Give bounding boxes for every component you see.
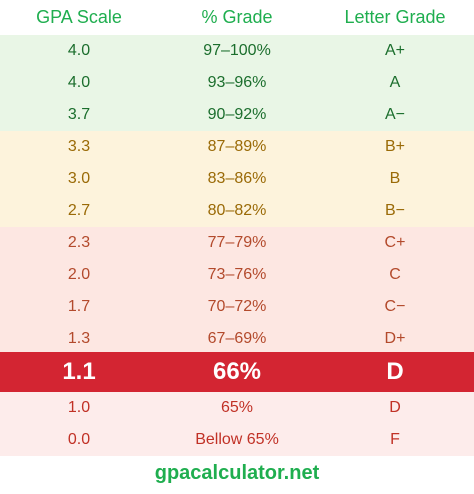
table-row: 1.0 65% D xyxy=(0,392,474,424)
letter-cell: F xyxy=(390,431,400,448)
percent-cell: 97–100% xyxy=(203,42,271,59)
table-row: 4.0 93–96% A xyxy=(0,67,474,99)
table-row: 2.7 80–82% B− xyxy=(0,195,474,227)
percent-cell: 83–86% xyxy=(207,170,267,187)
gpa-cell: 2.7 xyxy=(67,202,91,219)
gpa-cell: 2.0 xyxy=(67,266,91,283)
table-row: 3.3 87–89% B+ xyxy=(0,131,474,163)
percent-cell: 93–96% xyxy=(207,74,267,91)
letter-cell: A xyxy=(389,74,401,91)
table-row: 4.0 97–100% A+ xyxy=(0,35,474,67)
percent-cell: 65% xyxy=(220,399,254,416)
letter-cell: A− xyxy=(384,106,405,123)
table-row: 3.7 90–92% A− xyxy=(0,99,474,131)
table-row: 3.0 83–86% B xyxy=(0,163,474,195)
letter-cell: C xyxy=(389,266,401,283)
gpa-cell: 3.0 xyxy=(67,170,91,187)
letter-cell: B− xyxy=(384,202,405,219)
header-percent-grade: % Grade xyxy=(201,7,273,27)
percent-cell: Bellow 65% xyxy=(195,431,279,448)
gpa-cell: 1.0 xyxy=(67,399,91,416)
letter-cell: D+ xyxy=(384,330,406,347)
gpa-cell: 4.0 xyxy=(67,42,91,59)
percent-cell: 67–69% xyxy=(207,330,267,347)
gpa-cell: 1.7 xyxy=(67,298,91,315)
percent-cell: 73–76% xyxy=(207,266,267,283)
table-row: 2.3 77–79% C+ xyxy=(0,227,474,259)
table-row: 1.7 70–72% C− xyxy=(0,291,474,323)
highlighted-row: 1.1 66% D xyxy=(0,352,474,392)
gpa-cell: 1.1 xyxy=(62,358,96,385)
gpa-cell: 3.7 xyxy=(67,106,91,123)
percent-cell: 66% xyxy=(212,358,262,385)
gpa-cell: 4.0 xyxy=(67,74,91,91)
gpa-cell: 2.3 xyxy=(67,234,91,251)
header-letter-grade: Letter Grade xyxy=(344,7,446,27)
letter-cell: C+ xyxy=(384,234,406,251)
table-row: 0.0 Bellow 65% F xyxy=(0,424,474,456)
table-row: 1.3 67–69% D+ xyxy=(0,323,474,355)
gpa-cell: 1.3 xyxy=(67,330,91,347)
letter-cell: D xyxy=(386,358,404,385)
gpa-cell: 0.0 xyxy=(67,431,91,448)
percent-cell: 90–92% xyxy=(207,106,267,123)
letter-cell: B+ xyxy=(384,138,405,155)
letter-cell: D xyxy=(389,399,401,416)
letter-cell: C− xyxy=(384,298,406,315)
header-gpa-scale: GPA Scale xyxy=(36,7,122,27)
percent-cell: 80–82% xyxy=(207,202,267,219)
percent-cell: 87–89% xyxy=(207,138,267,155)
percent-cell: 70–72% xyxy=(207,298,267,315)
letter-cell: A+ xyxy=(384,42,405,59)
table-header: GPA Scale % Grade Letter Grade xyxy=(0,0,474,35)
percent-cell: 77–79% xyxy=(207,234,267,251)
gpa-cell: 3.3 xyxy=(67,138,91,155)
table-row: 2.0 73–76% C xyxy=(0,259,474,291)
letter-cell: B xyxy=(389,170,401,187)
site-name-footer: gpacalculator.net xyxy=(154,461,320,484)
